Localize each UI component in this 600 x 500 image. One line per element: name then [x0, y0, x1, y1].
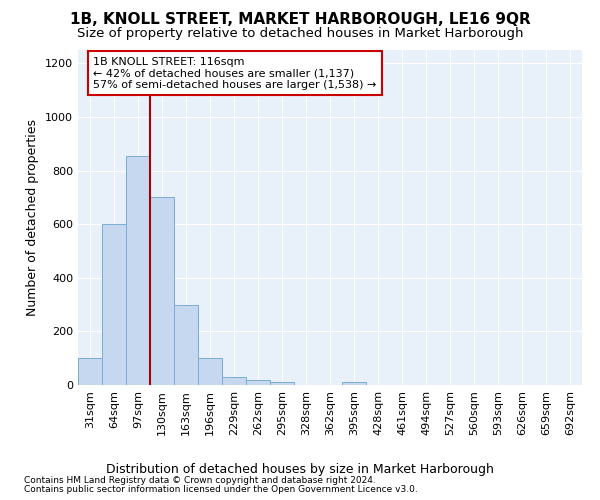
- Bar: [150, 198, 174, 385]
- Bar: [246, 380, 270, 385]
- Text: Size of property relative to detached houses in Market Harborough: Size of property relative to detached ho…: [77, 28, 523, 40]
- Bar: [198, 358, 222, 385]
- Bar: [78, 358, 102, 385]
- Bar: [102, 224, 126, 385]
- Y-axis label: Number of detached properties: Number of detached properties: [26, 119, 40, 316]
- Bar: [342, 382, 366, 385]
- Bar: [174, 304, 198, 385]
- Text: Distribution of detached houses by size in Market Harborough: Distribution of detached houses by size …: [106, 462, 494, 475]
- Bar: [222, 377, 246, 385]
- Text: Contains public sector information licensed under the Open Government Licence v3: Contains public sector information licen…: [24, 485, 418, 494]
- Text: 1B KNOLL STREET: 116sqm
← 42% of detached houses are smaller (1,137)
57% of semi: 1B KNOLL STREET: 116sqm ← 42% of detache…: [93, 56, 376, 90]
- Bar: [126, 156, 150, 385]
- Bar: [270, 382, 294, 385]
- Text: Contains HM Land Registry data © Crown copyright and database right 2024.: Contains HM Land Registry data © Crown c…: [24, 476, 376, 485]
- Text: 1B, KNOLL STREET, MARKET HARBOROUGH, LE16 9QR: 1B, KNOLL STREET, MARKET HARBOROUGH, LE1…: [70, 12, 530, 28]
